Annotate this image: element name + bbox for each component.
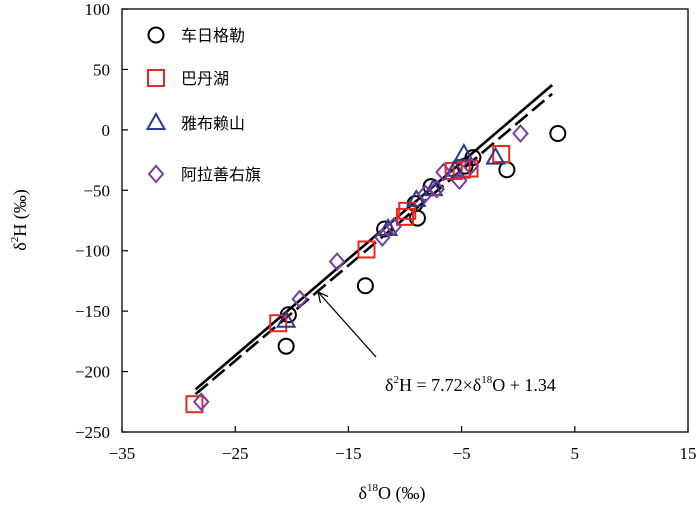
data-point-diamond bbox=[374, 227, 391, 247]
x-axis-ticks: −35 −25 −15 −5 5 15 bbox=[109, 426, 697, 463]
data-point-diamond bbox=[385, 217, 403, 237]
x-tick-label: −5 bbox=[453, 444, 471, 463]
legend-marker-square bbox=[147, 69, 165, 87]
data-point-square bbox=[269, 314, 288, 333]
legend-label: 阿拉善右旗 bbox=[181, 165, 261, 184]
legend-marker-circle bbox=[147, 26, 165, 44]
data-point-triangle bbox=[453, 143, 475, 162]
data-point-square bbox=[398, 201, 417, 220]
data-point-triangle bbox=[275, 309, 297, 328]
regression-equation: δ2H = 7.72×δ18O + 1.34 bbox=[385, 374, 556, 395]
legend-marker-triangle bbox=[145, 111, 167, 130]
x-tick-label: −35 bbox=[109, 444, 136, 463]
data-point-diamond bbox=[451, 171, 468, 191]
y-tick-label: −250 bbox=[75, 423, 110, 442]
annotation-arrow-shaft bbox=[317, 291, 377, 358]
data-point-circle bbox=[549, 124, 567, 142]
x-tick-label: 5 bbox=[571, 444, 580, 463]
plot-frame bbox=[121, 8, 689, 433]
fit-lines bbox=[194, 84, 554, 396]
data-point-diamond bbox=[192, 392, 210, 412]
data-point-diamond bbox=[417, 184, 434, 204]
x-axis-label: δ18O (‰) bbox=[359, 482, 426, 504]
fit-line-solid bbox=[194, 84, 554, 391]
data-point-circle bbox=[277, 337, 295, 355]
y-tick-label: −200 bbox=[75, 363, 110, 382]
equation-annotation: δ2H = 7.72×δ18O + 1.34 bbox=[317, 291, 556, 395]
y-tick-label: 100 bbox=[85, 0, 111, 19]
data-point-triangle bbox=[485, 146, 506, 165]
data-point-diamond bbox=[291, 289, 309, 309]
x-tick-label: −15 bbox=[335, 444, 362, 463]
data-points bbox=[185, 123, 567, 414]
y-tick-label: −150 bbox=[75, 302, 110, 321]
plot-border bbox=[121, 8, 689, 433]
data-point-diamond bbox=[462, 156, 479, 176]
y-axis-label: δ2H (‰) bbox=[9, 189, 31, 250]
legend-label: 雅布赖山 bbox=[181, 114, 245, 133]
y-tick-label: −50 bbox=[83, 181, 110, 200]
y-tick-label: −100 bbox=[75, 242, 110, 261]
data-point-triangle bbox=[423, 178, 444, 197]
annotation-arrow-head bbox=[317, 291, 329, 304]
data-point-circle bbox=[356, 277, 374, 295]
data-point-triangle bbox=[444, 158, 466, 177]
data-point-square bbox=[396, 207, 414, 226]
y-axis-ticks: −250 −200 −150 −100 −50 0 50 100 bbox=[75, 0, 128, 442]
data-point-diamond bbox=[428, 179, 446, 199]
data-point-diamond bbox=[512, 123, 529, 144]
legend-label: 车日格勒 bbox=[181, 26, 245, 45]
data-point-diamond bbox=[435, 162, 452, 182]
data-point-diamond bbox=[328, 252, 346, 272]
x-tick-label: 15 bbox=[680, 444, 697, 463]
data-point-triangle bbox=[406, 188, 427, 207]
y-tick-label: 0 bbox=[102, 121, 111, 140]
legend-label: 巴丹湖 bbox=[181, 69, 229, 88]
data-point-circle bbox=[464, 149, 482, 167]
legend-marker-diamond bbox=[147, 164, 165, 184]
data-point-square bbox=[185, 395, 204, 414]
data-point-square bbox=[357, 240, 376, 259]
x-tick-label: −25 bbox=[222, 444, 249, 463]
y-tick-label: 50 bbox=[93, 60, 110, 79]
